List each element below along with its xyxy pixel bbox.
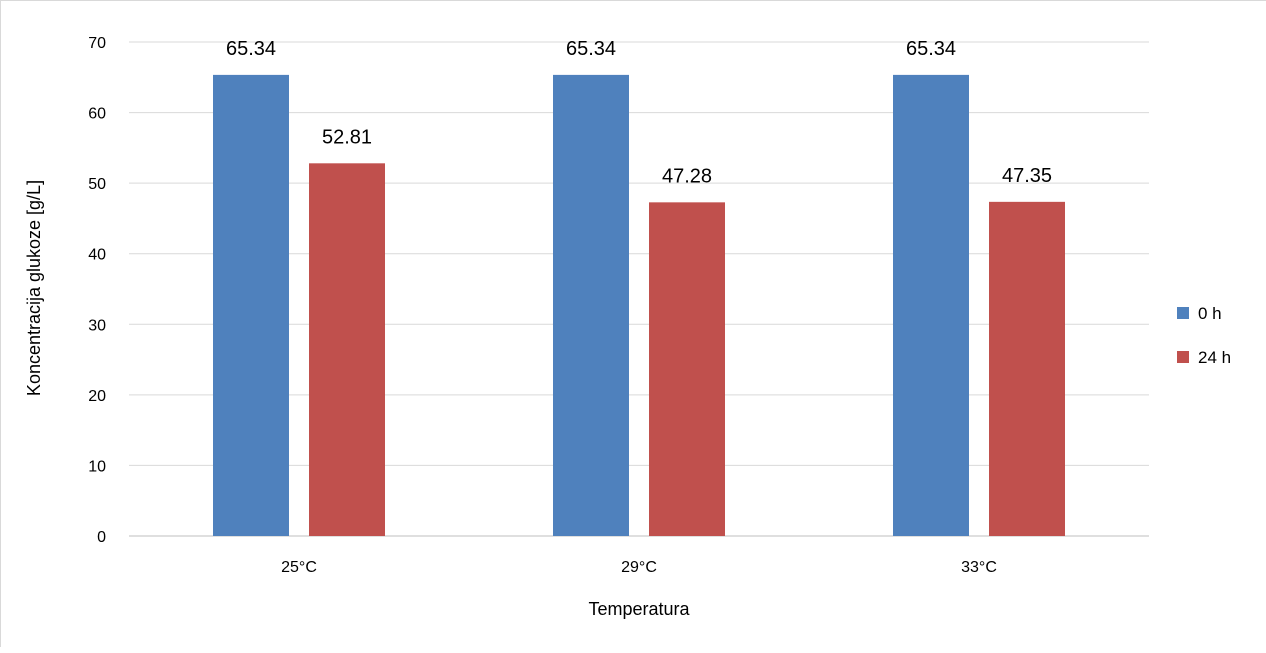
y-tick-label: 40 <box>88 247 106 264</box>
y-tick-label: 70 <box>88 35 106 52</box>
data-label: 52.81 <box>322 126 372 148</box>
grid-lines <box>129 41 1149 537</box>
y-tick-label: 0 <box>97 529 106 546</box>
bar-0h <box>213 74 289 536</box>
legend-swatch <box>1177 351 1189 363</box>
data-label: 65.34 <box>906 38 956 60</box>
legend: 0 h 24 h <box>1177 304 1231 367</box>
y-tick-label: 30 <box>88 317 106 334</box>
x-axis-title: Temperatura <box>588 599 690 619</box>
y-tick-label: 50 <box>88 176 106 193</box>
data-label: 65.34 <box>226 38 276 60</box>
bars <box>213 74 1065 536</box>
legend-label: 24 h <box>1198 348 1231 367</box>
y-tick-label: 10 <box>88 458 106 475</box>
x-tick-label: 25°C <box>281 559 317 576</box>
legend-label: 0 h <box>1198 304 1222 323</box>
legend-swatch <box>1177 307 1189 319</box>
y-tick-label: 20 <box>88 388 106 405</box>
bar-24h <box>649 202 725 536</box>
data-label: 47.35 <box>1002 165 1052 187</box>
x-tick-label: 33°C <box>961 559 997 576</box>
x-tick-label: 29°C <box>621 559 657 576</box>
data-label: 65.34 <box>566 38 616 60</box>
y-tick-label: 60 <box>88 106 106 123</box>
bar-24h <box>309 163 385 536</box>
data-labels: 65.34 52.81 65.34 47.28 65.34 47.35 <box>226 38 1052 187</box>
data-label: 47.28 <box>662 165 712 187</box>
y-tick-labels: 0 10 20 30 40 50 60 70 <box>88 35 106 546</box>
bar-0h <box>553 74 629 536</box>
bar-0h <box>893 74 969 536</box>
y-axis-title: Koncentracija glukoze [g/L] <box>24 180 44 396</box>
bar-24h <box>989 201 1065 536</box>
x-tick-labels: 25°C 29°C 33°C <box>281 559 997 576</box>
